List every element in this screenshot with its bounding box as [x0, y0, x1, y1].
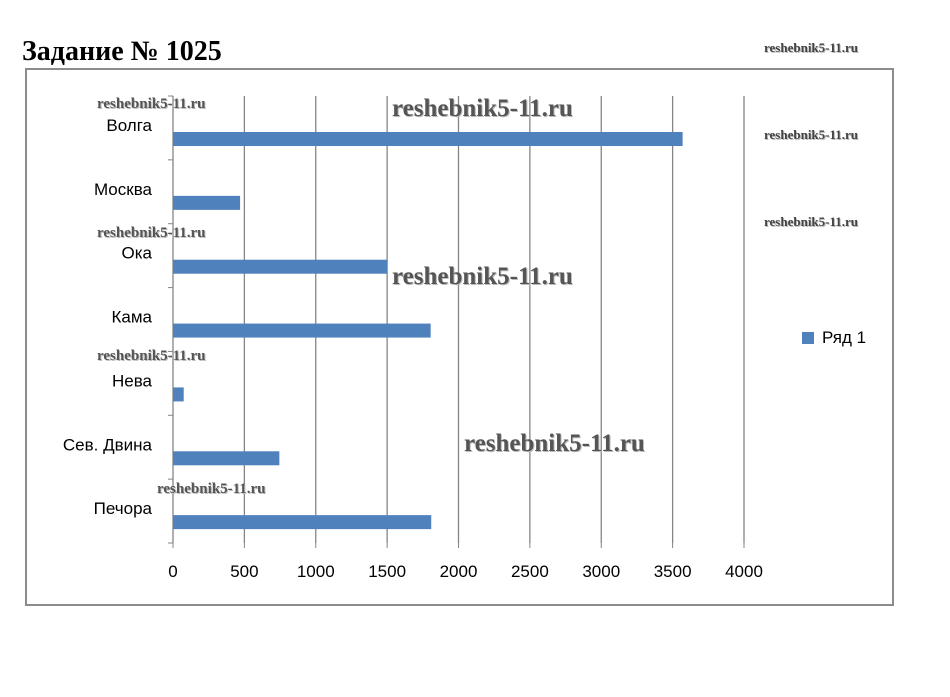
y-tick-label: Печора [94, 499, 153, 518]
x-tick-label: 3500 [654, 562, 692, 581]
bar [173, 132, 683, 146]
bar [173, 515, 432, 530]
x-tick-label: 3000 [582, 562, 620, 581]
watermark: reshebnik5-11.ru [157, 481, 266, 497]
x-tick-label: 1000 [297, 562, 335, 581]
x-tick-label: 0 [168, 562, 177, 581]
y-tick-label: Кама [112, 308, 153, 327]
bar [173, 195, 241, 210]
y-tick-label: Москва [94, 180, 153, 199]
watermark: reshebnik5-11.ru [764, 127, 859, 142]
watermark: reshebnik5-11.ru [97, 225, 206, 241]
x-tick-label: 2500 [511, 562, 549, 581]
watermark: reshebnik5-11.ru [392, 263, 573, 290]
x-tick-label: 2000 [440, 562, 478, 581]
watermark: reshebnik5-11.ru [464, 430, 645, 457]
bar [173, 259, 388, 274]
watermark: reshebnik5-11.ru [764, 40, 859, 55]
x-tick-label: 500 [230, 562, 258, 581]
bar [173, 451, 280, 466]
bar [173, 323, 431, 338]
watermark: reshebnik5-11.ru [764, 214, 859, 229]
y-tick-label: Волга [106, 116, 152, 135]
x-tick-label: 4000 [725, 562, 763, 581]
y-tick-label: Нева [112, 371, 153, 390]
bar [173, 387, 184, 402]
chart-frame [25, 68, 894, 606]
legend: Ряд 1 [802, 328, 866, 348]
legend-label: Ряд 1 [822, 328, 867, 347]
watermark: reshebnik5-11.ru [392, 95, 573, 122]
legend-swatch [802, 332, 814, 344]
page-title: Задание № 1025 [22, 36, 222, 67]
watermark: reshebnik5-11.ru [97, 96, 206, 112]
y-tick-label: Сев. Двина [63, 435, 153, 454]
x-tick-label: 1500 [368, 562, 406, 581]
y-tick-label: Ока [122, 244, 153, 263]
watermark: reshebnik5-11.ru [97, 348, 206, 364]
